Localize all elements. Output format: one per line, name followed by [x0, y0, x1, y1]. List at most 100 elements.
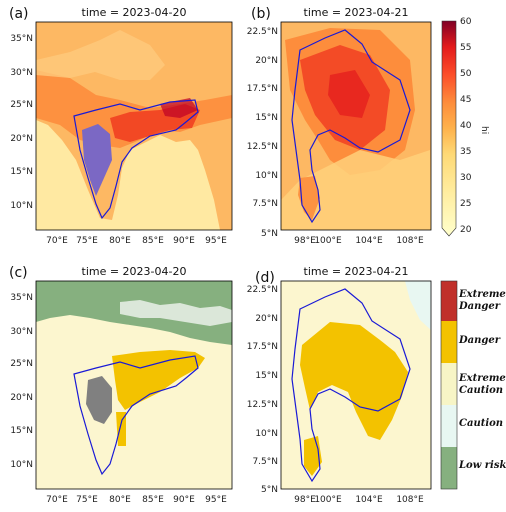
- panel-a-frame: [35, 21, 233, 231]
- panel-a-border: [73, 99, 199, 220]
- panel-d-ytick: 20°N: [255, 314, 278, 324]
- panel-a-yticks: 35°N 30°N 25°N 20°N 15°N 10°N: [10, 34, 33, 211]
- panel-c-ytick: 30°N: [10, 327, 33, 337]
- panel-c-ytick: 25°N: [10, 359, 33, 369]
- colorbar-tick: 50: [460, 69, 472, 79]
- panel-d-yticks: 22.5°N 20°N 17.5°N 15°N 12.5°N 10°N 7.5°…: [247, 285, 278, 495]
- panel-b-extreme-hot: [328, 70, 370, 118]
- panel-c-yticks: 35°N 30°N 25°N 20°N 15°N 10°N: [10, 293, 33, 470]
- panel-a-ytick: 10°N: [10, 201, 33, 211]
- panel-d-title: time = 2023-04-21: [304, 265, 409, 278]
- panel-a-extreme-hot: [160, 98, 198, 118]
- panel-a-ytick: 35°N: [10, 34, 33, 44]
- panel-d-ytick: 15°N: [255, 371, 278, 381]
- panel-d-xtick: 98°E: [294, 495, 316, 505]
- panel-b-border: [291, 29, 411, 224]
- panel-c-title: time = 2023-04-20: [82, 265, 187, 278]
- panel-d-ytick: 17.5°N: [247, 342, 278, 352]
- legend-swatch-caution: [441, 405, 457, 447]
- panel-b-ytick: 17.5°N: [247, 84, 278, 94]
- panel-a-xticks: 70°E 75°E 80°E 85°E 90°E 95°E: [46, 236, 227, 246]
- legend-label-low-risk: Low risk: [458, 460, 506, 471]
- panel-d-label: (d): [255, 270, 275, 286]
- panel-a-title: time = 2023-04-20: [82, 6, 187, 19]
- panel-b-label: (b): [251, 6, 271, 22]
- panel-a-xtick: 85°E: [142, 236, 164, 246]
- panel-b-ytick: 10°N: [255, 171, 278, 181]
- panel-b-sea-gulf: [281, 150, 431, 230]
- panel-a-xtick: 80°E: [109, 236, 131, 246]
- panel-a-ytick: 15°N: [10, 167, 33, 177]
- panel-b-xticks: 98°E 100°E 104°E 108°E: [294, 236, 424, 246]
- panel-b: time = 2023-04-21 (b) 98°E 100°E 104°E 1…: [247, 6, 432, 246]
- panel-a-ytick: 25°N: [10, 100, 33, 110]
- colorbar-ticks: 60 55 50 45 40 35 30 25 20: [460, 17, 472, 235]
- panel-b-title: time = 2023-04-21: [304, 6, 409, 19]
- panel-a-heat-zone: [82, 124, 112, 196]
- panel-a: time = 2023-04-20 (a) 70°E 75°E 80°E 85°…: [9, 6, 233, 246]
- legend-frame: [440, 280, 458, 490]
- legend-label-extreme-danger: Extreme Danger: [458, 289, 506, 312]
- panel-c-xtick: 85°E: [142, 495, 164, 505]
- panel-d-map: [281, 281, 431, 489]
- legend-label-extreme-caution: Extreme Caution: [458, 373, 506, 396]
- colorbar: 60 55 50 45 40 35 30 25 20 hi: [441, 17, 489, 237]
- panel-a-xtick: 75°E: [76, 236, 98, 246]
- colorbar-label: hi: [479, 126, 489, 134]
- panel-d-ytick: 5°N: [261, 485, 278, 495]
- panel-c-xtick: 80°E: [109, 495, 131, 505]
- panel-d-xticks: 98°E 100°E 104°E 108°E: [294, 495, 424, 505]
- panel-a-ytick: 20°N: [10, 134, 33, 144]
- panel-b-xtick: 98°E: [294, 236, 316, 246]
- panel-b-frame: [280, 21, 432, 231]
- panel-a-xtick: 70°E: [46, 236, 68, 246]
- panel-c: time = 2023-04-20 (c) 70°E 75°E 80°E 85°…: [9, 265, 233, 505]
- panel-d-xtick: 100°E: [314, 495, 342, 505]
- panel-c-extreme-zone: [86, 376, 112, 424]
- panel-a-xtick: 90°E: [173, 236, 195, 246]
- legend-swatch-low-risk: [441, 447, 457, 489]
- colorbar-tick: 55: [460, 43, 471, 53]
- panel-a-ytick: 30°N: [10, 68, 33, 78]
- legend-label-extreme-danger-line-2: Danger: [458, 301, 501, 312]
- colorbar-tick: 60: [460, 17, 472, 27]
- panel-c-map: [36, 281, 232, 489]
- panel-c-ytick: 20°N: [10, 393, 33, 403]
- colorbar-tick: 35: [460, 147, 471, 157]
- panel-a-label: (a): [9, 6, 29, 22]
- panel-a-map: [36, 22, 232, 230]
- panel-b-ytick: 22.5°N: [247, 27, 278, 37]
- panel-b-map: [281, 22, 431, 230]
- panel-d-xtick: 108°E: [396, 495, 424, 505]
- legend-swatch-danger: [441, 321, 457, 363]
- panel-b-ytick: 15°N: [255, 113, 278, 123]
- panel-b-xtick: 100°E: [314, 236, 342, 246]
- panel-c-ytick: 15°N: [10, 426, 33, 436]
- panel-b-peninsula: [298, 176, 320, 220]
- panel-b-xtick: 108°E: [396, 236, 424, 246]
- colorbar-tick: 45: [460, 95, 471, 105]
- panel-a-north-land: [36, 30, 165, 80]
- colorbar-gradient: [441, 20, 457, 237]
- legend-label-extreme-caution-line-2: Caution: [459, 385, 503, 396]
- panel-c-label: (c): [9, 265, 28, 281]
- panel-c-frame: [35, 280, 233, 490]
- panel-d-ytick: 22.5°N: [247, 285, 278, 295]
- legend-label-extreme-caution-line-1: Extreme: [458, 373, 506, 384]
- panel-c-danger-zone: [112, 350, 205, 410]
- panel-d-danger-zone: [300, 322, 408, 440]
- legend-swatch-extreme-caution: [441, 363, 457, 405]
- panel-d-border: [291, 288, 411, 483]
- panel-c-border: [73, 355, 199, 476]
- panel-d-caution-patch: [405, 281, 431, 330]
- panel-d-xtick: 104°E: [355, 495, 383, 505]
- panel-b-ytick: 7.5°N: [252, 199, 278, 209]
- panel-c-xticks: 70°E 75°E 80°E 85°E 90°E 95°E: [46, 495, 227, 505]
- panel-b-xtick: 104°E: [355, 236, 383, 246]
- legend-label-extreme-danger-line-1: Extreme: [458, 289, 506, 300]
- panel-c-xtick: 90°E: [173, 495, 195, 505]
- panel-b-ytick: 12.5°N: [247, 142, 278, 152]
- panel-d: time = 2023-04-21 (d) 98°E 100°E 104°E 1…: [247, 265, 432, 505]
- colorbar-tick: 30: [460, 173, 472, 183]
